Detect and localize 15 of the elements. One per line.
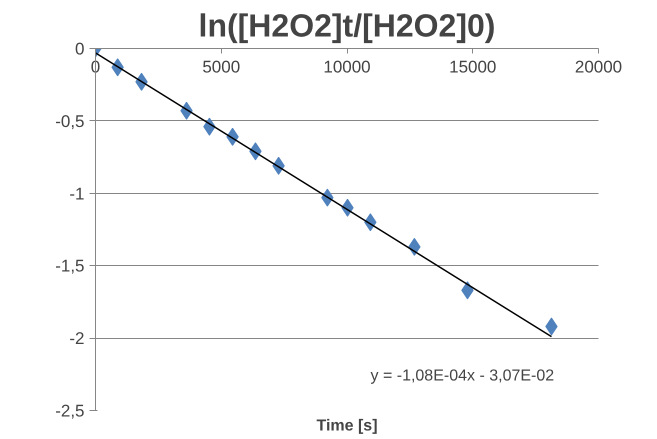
x-tick-label: 20000 xyxy=(574,58,622,76)
chart-title: ln([H2O2]t/[H2O2]0) xyxy=(198,8,496,44)
y-tick-label: -2 xyxy=(69,329,85,348)
annotation: y = -1,08E-04x - 3,07E-02 xyxy=(370,368,554,384)
point xyxy=(461,281,474,300)
y-tick-label: -2,5 xyxy=(55,402,85,420)
y-tick-label: -0,5 xyxy=(55,112,85,131)
x-axis-title: Time [s] xyxy=(316,418,378,434)
x-tick-label: 5000 xyxy=(202,58,240,76)
y-tick-label: -1 xyxy=(69,184,85,204)
x-tick-label: 15000 xyxy=(449,58,496,76)
x-tick-label: 10000 xyxy=(323,58,371,76)
y-tick-label: 0 xyxy=(75,40,85,58)
y-tick-label: -1,5 xyxy=(55,256,85,276)
point xyxy=(545,318,558,336)
